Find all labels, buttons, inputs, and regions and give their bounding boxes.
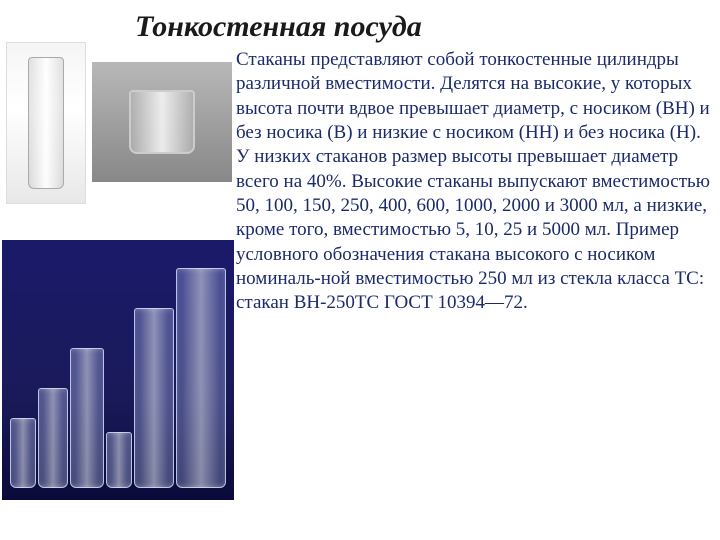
beaker-icon	[106, 432, 132, 488]
body-paragraph: Стаканы представляют собой тонкостенные …	[236, 48, 716, 315]
page-title: Тонкостенная посуда	[135, 10, 422, 44]
beaker-icon	[70, 348, 104, 488]
image-beaker-group	[2, 240, 234, 500]
beaker-icon	[134, 308, 174, 488]
image-mug-beaker	[92, 62, 232, 182]
beaker-icon	[10, 418, 36, 488]
image-tall-beaker	[6, 42, 86, 204]
beaker-icon	[176, 268, 226, 488]
beaker-icon	[38, 388, 68, 488]
